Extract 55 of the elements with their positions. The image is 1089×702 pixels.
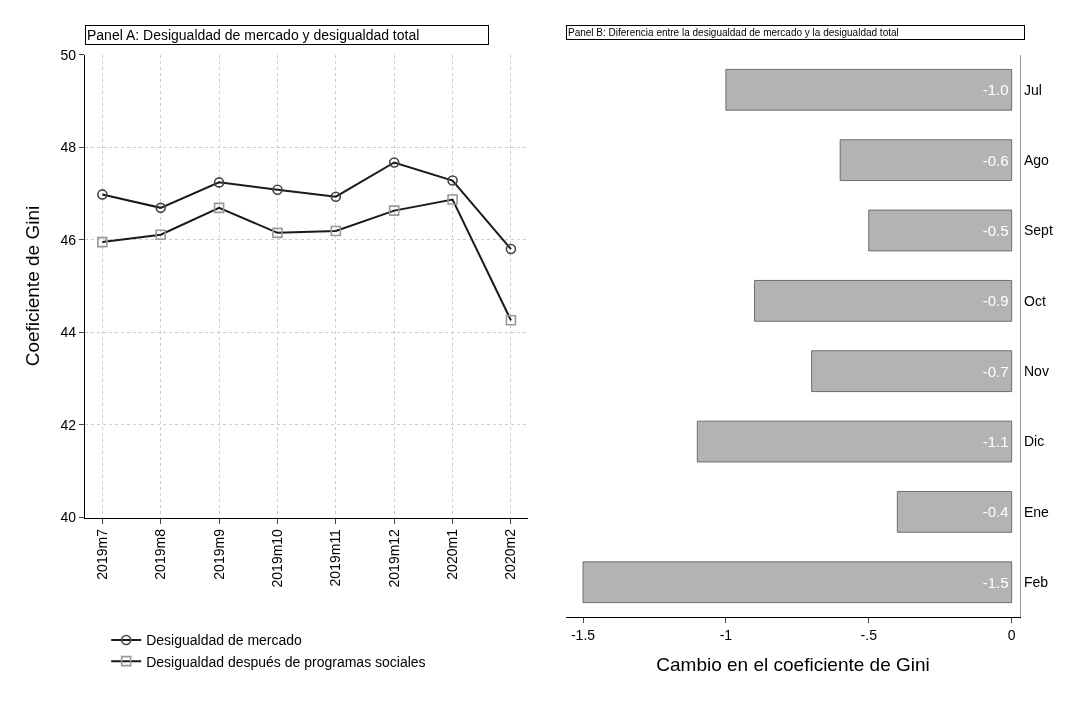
x-tick-label: -.5 [860, 627, 878, 644]
y-tick-label: 50 [60, 46, 77, 63]
data-label: -0.5 [982, 222, 1009, 239]
point [272, 227, 283, 239]
y-tick-label: 40 [60, 509, 77, 526]
point [330, 191, 342, 203]
point [388, 157, 400, 168]
x-tick-label: 2020m1 [444, 528, 461, 580]
y-tick-label: Ene [1024, 503, 1050, 520]
x-tick-label: 2019m9 [210, 528, 227, 580]
x-tick-label: 2019m8 [152, 528, 169, 580]
y-tick-label: Jul [1024, 81, 1042, 98]
x-tick-label: 0 [1007, 627, 1016, 644]
point [505, 243, 517, 255]
y-tick-label: Nov [1024, 363, 1049, 380]
x-tick-label: -1 [719, 627, 733, 644]
x-tick-label: 2019m11 [327, 528, 344, 587]
y-tick-label: 48 [60, 139, 77, 156]
point [155, 202, 167, 214]
point [388, 205, 400, 216]
point [213, 202, 225, 214]
chart-title: Panel B: Diferencia entre la desigualdad de mercado y la desigualdad total [568, 27, 899, 38]
point [213, 177, 225, 188]
y-tick-label: 46 [60, 231, 77, 248]
data-label: -1.0 [982, 81, 1009, 99]
y-tick-label: Feb [1024, 574, 1049, 591]
point [330, 225, 342, 237]
point [505, 315, 517, 326]
legend-label: Desigualdad después de programas sociales [146, 653, 426, 670]
y-tick-label: Oct [1024, 292, 1046, 309]
chart-title: Panel A: Desigualdad de mercado y desigualdad total [87, 27, 420, 43]
point [97, 189, 108, 200]
point [97, 236, 108, 248]
data-label: -0.7 [982, 362, 1009, 380]
y-tick-label: Ago [1024, 152, 1050, 169]
y-tick-label: 42 [60, 416, 77, 433]
x-axis-title: Cambio en el coeficiente de Gini [656, 654, 930, 675]
y-tick-label: Sept [1024, 222, 1053, 239]
data-label: -0.9 [982, 292, 1009, 310]
point [272, 184, 283, 196]
point [155, 229, 167, 240]
y-tick-label: Dic [1024, 433, 1045, 450]
x-tick-label: 2019m12 [385, 528, 402, 588]
point [447, 175, 458, 186]
x-tick-label: 2020m2 [502, 528, 519, 580]
point [447, 194, 458, 205]
data-label: -1.1 [982, 433, 1009, 451]
data-label: -0.6 [982, 151, 1009, 169]
data-label: -0.4 [982, 503, 1009, 521]
x-tick-label: 2019m7 [93, 528, 110, 580]
legend-label: Desigualdad de mercado [146, 632, 303, 649]
y-tick-label: 44 [60, 324, 77, 341]
y-axis-title: Coeficiente de Gini [22, 205, 44, 367]
x-tick-label: 2019m10 [269, 528, 286, 588]
x-tick-label: -1.5 [570, 627, 596, 644]
